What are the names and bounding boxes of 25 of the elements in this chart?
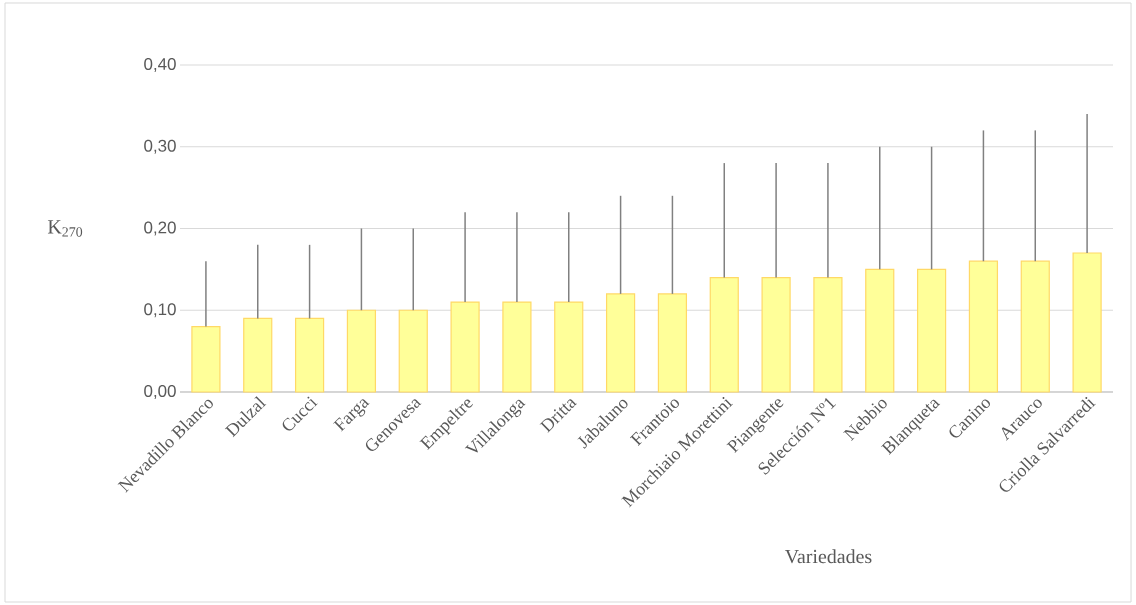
y-tick-label: 0,20: [144, 221, 176, 236]
bar: [346, 309, 377, 393]
bar: [761, 276, 791, 393]
y-axis-title: K$_{270}$: [47, 220, 83, 237]
bar: [968, 260, 999, 393]
y-tick-label: 0,40: [144, 58, 176, 72]
y-tick-label: 0,30: [144, 139, 176, 154]
y-tick-label: 0,00: [144, 385, 176, 399]
bar: [398, 309, 428, 393]
y-tick-label: 0,10: [144, 303, 176, 318]
bar: [294, 317, 325, 393]
bar: [865, 268, 895, 393]
bar: [243, 317, 273, 393]
bar: [709, 276, 739, 393]
bar: [1072, 252, 1102, 393]
bar: [191, 326, 221, 393]
bar: [813, 276, 843, 393]
bar: [554, 301, 584, 393]
x-axis-title: Variedades: [784, 549, 872, 564]
bar: [450, 301, 480, 393]
bar: [605, 293, 636, 393]
bar: [916, 268, 947, 393]
bar: [502, 301, 532, 393]
bar: [1020, 260, 1050, 393]
bar: [657, 293, 688, 393]
